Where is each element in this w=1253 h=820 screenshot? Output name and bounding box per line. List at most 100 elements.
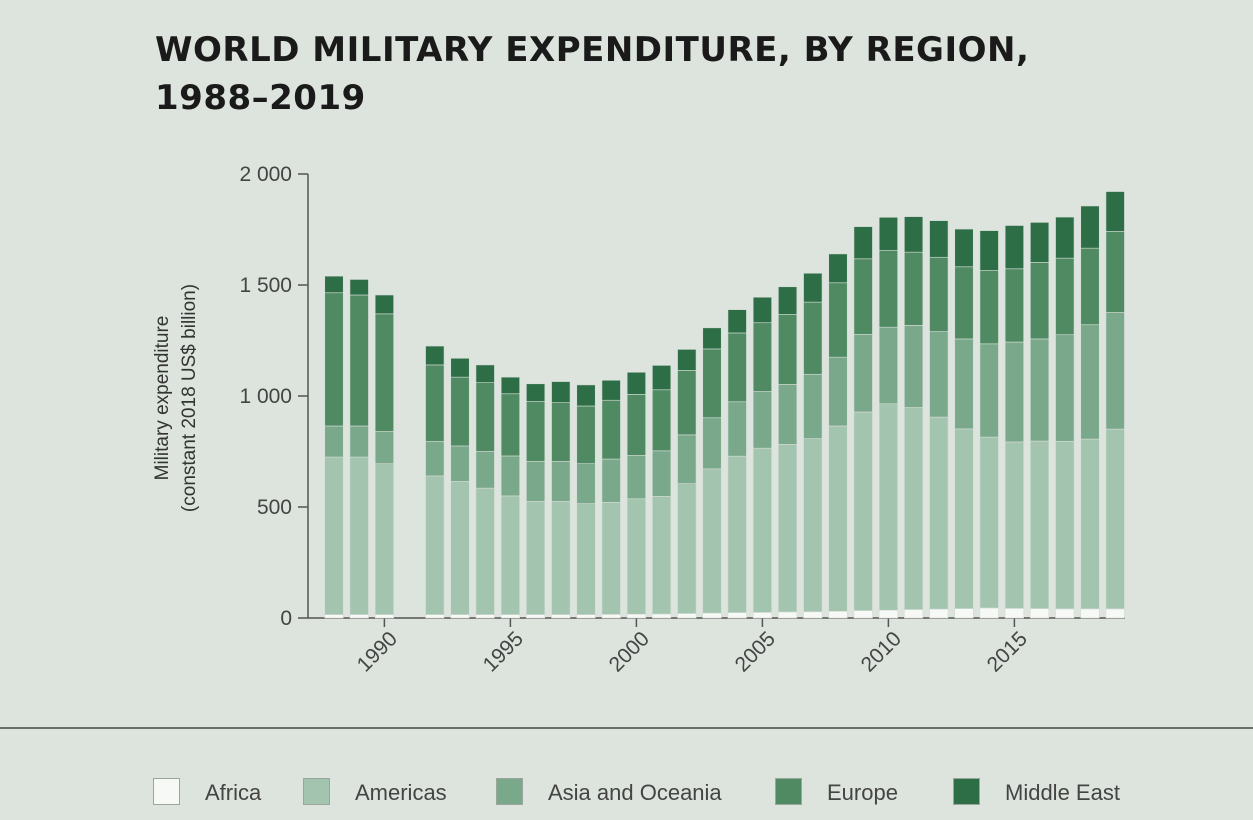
bar-stack [1080, 205, 1100, 619]
bar-stack [904, 216, 924, 619]
bar-segment [324, 275, 344, 294]
y-tick-label: 0 [280, 607, 292, 630]
bar-segment [626, 498, 646, 615]
bar-segment [324, 456, 344, 615]
x-tick-label: 2010 [857, 627, 906, 676]
bar-segment [349, 425, 369, 458]
bar-stack [551, 381, 571, 619]
bar-segment [778, 384, 798, 445]
bar-segment [1080, 324, 1100, 440]
x-tick-label: 2000 [605, 627, 654, 676]
bar-segment [500, 455, 520, 497]
bar-segment [526, 461, 546, 502]
bar-stack [626, 371, 646, 619]
bar-segment [954, 338, 974, 430]
bar-segment [778, 611, 798, 619]
y-axis-title-line-1: Military expenditure [152, 316, 173, 481]
bar-segment [551, 501, 571, 615]
bar-stack [450, 357, 470, 619]
bar-segment [551, 402, 571, 462]
bar-stack [601, 379, 621, 619]
bar-segment [475, 451, 495, 489]
bar-stack [752, 296, 772, 619]
bar-segment [929, 608, 949, 619]
bar-segment [828, 425, 848, 612]
bar-segment [551, 381, 571, 403]
bar-segment [475, 487, 495, 615]
bar-segment [1004, 341, 1024, 443]
bar-segment [878, 326, 898, 405]
bar-segment [853, 610, 873, 619]
chart-title: WORLD MILITARY EXPENDITURE, BY REGION, 1… [155, 26, 1155, 122]
bar-segment [500, 614, 520, 619]
bar-segment [1055, 257, 1075, 336]
bar-segment [1105, 231, 1125, 313]
bar-segment [727, 612, 747, 619]
bar-segment [954, 266, 974, 340]
legend-swatch-africa [153, 778, 180, 805]
bar-stack [374, 294, 394, 619]
bar-segment [803, 373, 823, 439]
bar-stack [475, 364, 495, 619]
bar-segment [500, 495, 520, 615]
legend-swatch-middle-east [953, 778, 980, 805]
bar-stack [828, 253, 848, 619]
bar-segment [601, 614, 621, 619]
bar-segment [853, 333, 873, 413]
bar-segment [425, 441, 445, 477]
bar-stack [778, 286, 798, 619]
chart-title-line-2: 1988–2019 [155, 78, 366, 118]
bar-segment [324, 614, 344, 619]
y-tick-label: 1 000 [239, 385, 292, 408]
bar-stack [576, 384, 596, 619]
bar-segment [601, 458, 621, 503]
bar-segment [576, 384, 596, 407]
bar-segment [1004, 608, 1024, 619]
bar-segment [500, 393, 520, 457]
bar-segment [349, 456, 369, 615]
bar-stack [1030, 222, 1050, 619]
bar-segment [1004, 225, 1024, 270]
bar-segment [576, 463, 596, 504]
bar-segment [374, 614, 394, 619]
bar-stack [727, 309, 747, 619]
bar-segment [904, 407, 924, 610]
bar-segment [374, 463, 394, 615]
bar-chart: 0 500 1 000 1 500 2 000 1990 1995 2000 2005 2010 2… [152, 163, 1125, 677]
x-tick-label: 2015 [983, 627, 1032, 676]
bar-stack [677, 349, 697, 619]
bar-segment [500, 376, 520, 395]
y-tick-label: 2 000 [239, 163, 292, 186]
bar-segment [828, 253, 848, 284]
bar-segment [929, 220, 949, 258]
bar-stack [1055, 216, 1075, 619]
bar-segment [752, 296, 772, 324]
bar-segment [626, 394, 646, 456]
bar-segment [702, 327, 722, 350]
bar-segment [1105, 428, 1125, 610]
legend-swatch-europe [775, 778, 802, 805]
bar-segment [828, 282, 848, 358]
bar-segment [853, 411, 873, 611]
bar-segment [1080, 205, 1100, 249]
bar-segment [425, 475, 445, 615]
bar-segment [954, 428, 974, 609]
bar-segment [1055, 440, 1075, 610]
bar-segment [551, 614, 571, 619]
x-tick-label: 2005 [731, 627, 780, 676]
bar-segment [551, 461, 571, 502]
bar-segment [904, 609, 924, 619]
bar-segment [626, 371, 646, 395]
bar-segment [828, 356, 848, 427]
bar-segment [878, 250, 898, 328]
legend-swatch-asia-oceania [496, 778, 523, 805]
bar-segment [853, 226, 873, 260]
bar-segment [929, 331, 949, 418]
bar-segment [778, 444, 798, 613]
bar-segment [803, 272, 823, 303]
bar-segment [601, 379, 621, 401]
bar-segment [778, 314, 798, 385]
bar-stack [929, 220, 949, 619]
bar-segment [677, 613, 697, 619]
bar-segment [652, 496, 672, 615]
